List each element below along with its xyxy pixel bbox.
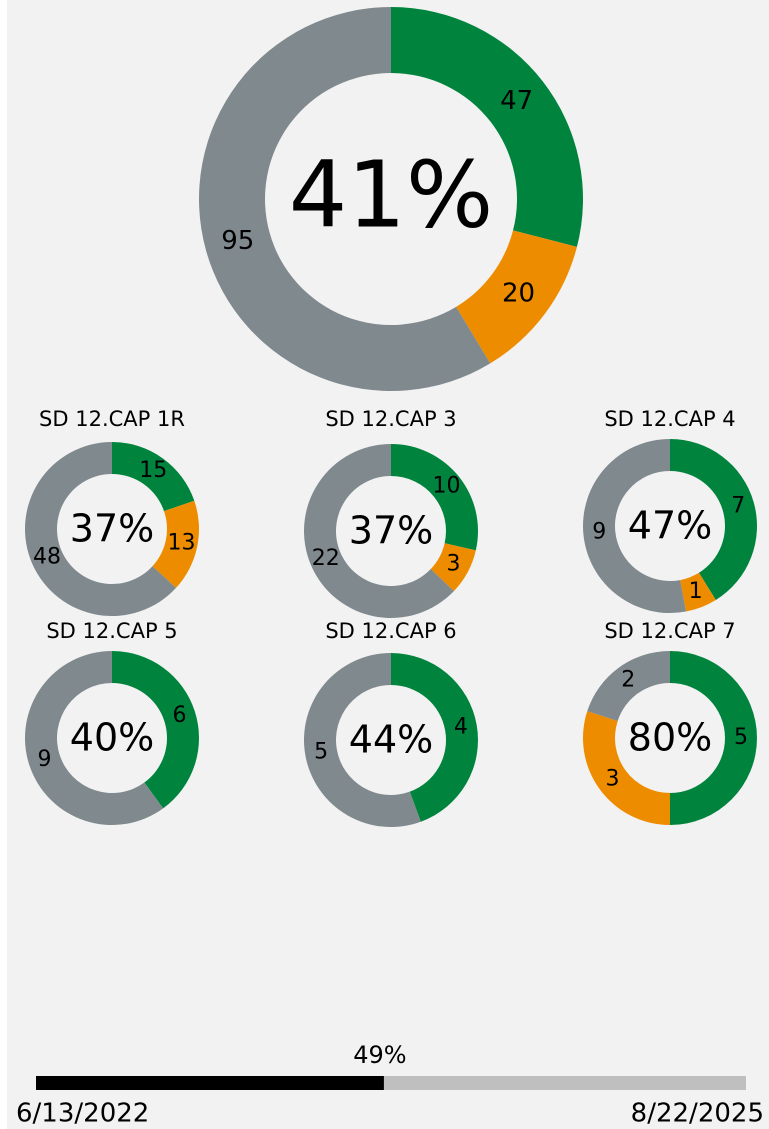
segment-label: 9 (592, 520, 606, 545)
center-label: 47% (628, 504, 712, 548)
donut-title: SD 12.CAP 1R (39, 407, 185, 431)
donut-title: SD 12.CAP 6 (325, 619, 456, 643)
donut-segment (112, 442, 195, 512)
segment-label: 48 (33, 545, 61, 570)
donut-segment (670, 439, 758, 600)
donut-segment (152, 500, 199, 588)
background (7, 0, 769, 1129)
segment-label: 7 (731, 494, 745, 519)
donut-segment (583, 439, 686, 614)
segment-label: 13 (167, 531, 195, 556)
donut-segment (456, 230, 577, 364)
donut-segment (25, 442, 177, 617)
segment-label: 2 (621, 668, 635, 693)
progress-fill (36, 1076, 384, 1090)
donut-segment (430, 543, 476, 592)
segment-label: 10 (433, 474, 461, 499)
donut-segment (303, 444, 454, 619)
donut-segment (391, 7, 583, 247)
segment-label: 22 (312, 546, 340, 571)
donut-segment (583, 711, 670, 825)
center-label: 80% (628, 716, 712, 760)
segment-label: 95 (221, 226, 254, 256)
donut-segment (25, 651, 164, 825)
donut-title: SD 12.CAP 3 (325, 407, 456, 431)
donut-segment (199, 7, 491, 391)
segment-label: 15 (139, 458, 167, 483)
donut-segment (587, 651, 670, 722)
segment-label: 5 (734, 725, 748, 750)
donut-segment (391, 444, 478, 551)
donut-segment (303, 653, 421, 827)
segment-label: 3 (447, 552, 461, 577)
center-label: 37% (70, 507, 154, 551)
progress-label: 49% (353, 1041, 406, 1069)
donut-segment (391, 653, 478, 822)
segment-label: 9 (37, 747, 51, 772)
donut-segment (670, 651, 757, 825)
donut-title: SD 12.CAP 7 (604, 619, 735, 643)
segment-label: 6 (173, 703, 187, 728)
donut-title: SD 12.CAP 4 (604, 407, 735, 431)
segment-label: 47 (500, 86, 533, 116)
center-label: 44% (349, 718, 433, 762)
end-date: 8/22/2025 (631, 1099, 764, 1129)
center-label: 37% (349, 509, 433, 553)
center-label: 40% (70, 716, 154, 760)
start-date: 6/13/2022 (16, 1099, 149, 1129)
segment-label: 20 (502, 278, 535, 308)
center-label: 41% (289, 141, 493, 248)
donut-segment (680, 572, 716, 612)
donut-title: SD 12.CAP 5 (46, 619, 177, 643)
segment-label: 4 (454, 715, 468, 740)
segment-label: 1 (689, 579, 703, 604)
donut-segment (112, 651, 200, 809)
segment-label: 5 (314, 739, 328, 764)
segment-label: 3 (606, 767, 620, 792)
